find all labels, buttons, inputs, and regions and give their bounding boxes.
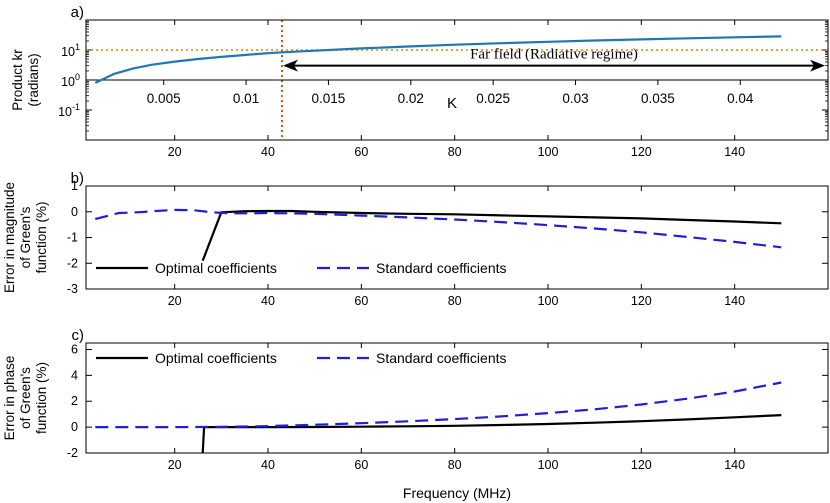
k-axis-tick-label: 0.025 [476, 91, 510, 106]
y-axis-label: (radians) [26, 53, 41, 106]
panel-c: c)Error in phase of Green's function (%)20… [2, 327, 829, 501]
x-tick-label: 140 [724, 294, 745, 308]
series-standard-coefficients [95, 208, 782, 249]
legend-label: Standard coefficients [376, 260, 507, 276]
y-axis-label: function (%) [34, 362, 49, 434]
y-tick-label: 100 [61, 72, 80, 89]
x-tick-label: 60 [354, 458, 368, 472]
series-kr [94, 35, 782, 84]
plot-frame [85, 342, 829, 454]
y-axis-label: Product kr [10, 49, 25, 111]
k-axis-tick-label: 0.035 [641, 91, 675, 106]
k-axis-tick-label: 0.005 [147, 91, 181, 106]
y-tick-label: 1 [71, 179, 78, 193]
x-tick-label: 100 [538, 294, 559, 308]
y-tick-label: -2 [67, 446, 78, 460]
x-tick-label: 100 [538, 145, 559, 159]
y-axis-label: function (%) [34, 201, 49, 273]
y-tick-label: -2 [67, 256, 78, 270]
y-tick-label: 10-1 [58, 102, 80, 119]
plot-frame [85, 185, 829, 290]
y-tick-label: 0 [71, 420, 78, 434]
series-standard-coefficients [95, 381, 782, 429]
series-optimal-coefficients [201, 414, 782, 453]
panel-a: a) Product kr (radians) 20 40 60 80 100 120 140 10… [10, 4, 829, 159]
x-tick-label: 20 [168, 458, 182, 472]
x-axis-label: Frequency (MHz) [403, 485, 511, 501]
x-tick-label: 20 [168, 294, 182, 308]
x-tick-label: 40 [261, 294, 275, 308]
x-tick-label: 80 [448, 294, 462, 308]
series-optimal-coefficients [201, 209, 782, 262]
y-tick-label: 4 [71, 368, 78, 382]
y-tick-label: 2 [71, 394, 78, 408]
x-tick-label: 140 [724, 458, 745, 472]
k-axis-tick-label: 0.02 [398, 91, 424, 106]
y-tick-label: 101 [61, 42, 80, 59]
x-tick-label: 80 [448, 145, 462, 159]
y-axis-label: Error in magnitude [2, 182, 17, 293]
x-tick-label: 60 [354, 294, 368, 308]
panel-label: c) [72, 327, 85, 344]
k-axis-tick-label: 0.03 [562, 91, 588, 106]
y-tick-label: 0 [71, 205, 78, 219]
panel-label: b) [71, 170, 84, 187]
x-tick-label: 120 [631, 145, 652, 159]
x-tick-label: 120 [631, 294, 652, 308]
k-axis-tick-label: 0.04 [727, 91, 754, 106]
legend-label: Standard coefficients [376, 350, 507, 366]
annotation-arrowhead-right [810, 59, 825, 72]
plot-frame [85, 19, 829, 141]
y-axis-label: of Green's [18, 206, 33, 268]
annotation-text: Far field (Radiative regime) [470, 47, 638, 63]
x-tick-label: 100 [538, 458, 559, 472]
panel-b: b) Error in magnitude of Green's function (… [2, 170, 829, 308]
x-tick-label: 40 [261, 458, 275, 472]
panel-label: a) [71, 4, 84, 21]
x-tick-label: 40 [261, 145, 275, 159]
y-tick-label: -3 [67, 282, 78, 296]
x-tick-label: 20 [168, 145, 182, 159]
y-tick-label: 6 [71, 342, 78, 356]
k-axis-label: K [447, 95, 457, 112]
legend-label: Optimal coefficients [155, 350, 277, 366]
x-tick-label: 140 [724, 145, 745, 159]
x-tick-label: 60 [354, 145, 368, 159]
k-axis-tick-label: 0.01 [233, 91, 259, 106]
y-axis-label: of Green's [18, 367, 33, 429]
x-tick-label: 120 [631, 458, 652, 472]
legend-label: Optimal coefficients [155, 260, 277, 276]
x-tick-label: 80 [448, 458, 462, 472]
y-axis-label: Error in phase [2, 356, 17, 441]
k-axis-tick-label: 0.015 [312, 91, 346, 106]
annotation-arrowhead-left [283, 59, 298, 72]
y-tick-label: -1 [67, 231, 78, 245]
